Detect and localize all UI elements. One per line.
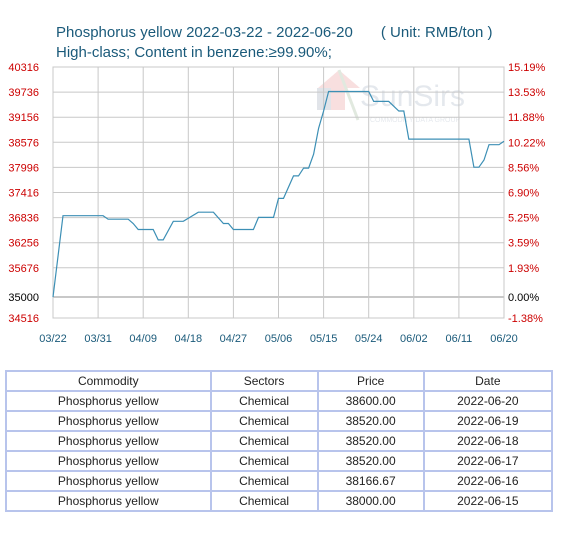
table-row: Phosphorus yellow Chemical 38520.00 2022… [5,450,554,472]
x-tick-label: 03/22 [39,333,67,345]
sunsirs-watermark: SunSirs COMMODITY DATA GROUP [317,69,465,124]
x-tick-label: 06/20 [490,333,518,345]
y-tick-label-right: 15.19% [508,62,546,74]
sector-cell: Chemical [209,390,319,412]
y-tick-label-left: 37996 [8,162,39,174]
col-header-date: Date [422,370,554,392]
commodity-cell: Phosphorus yellow [5,470,212,492]
price-cell: 38600.00 [316,390,425,412]
date-cell: 2022-06-20 [422,390,554,412]
sector-cell: Chemical [209,410,319,432]
price-cell: 38520.00 [316,430,425,452]
col-header-commodity: Commodity [5,370,212,392]
y-tick-label-left: 39736 [8,87,39,99]
price-table: Commodity Sectors Price Date Phosphorus … [5,370,554,512]
y-tick-label-left: 35676 [8,263,39,275]
watermark-brand: SunSirs [360,80,465,113]
y-tick-label-left: 35000 [8,292,39,304]
price-table-header-row: Commodity Sectors Price Date [5,370,554,392]
table-row: Phosphorus yellow Chemical 38600.00 2022… [5,390,554,412]
x-tick-label: 03/31 [84,333,112,345]
x-tick-label: 06/02 [400,333,428,345]
y-tick-label-left: 36256 [8,238,39,250]
y-axis-left: 40316 39736 39156 38576 37996 37416 36836 36256… [8,62,39,325]
x-tick-label: 04/27 [220,333,248,345]
table-row: Phosphorus yellow Chemical 38520.00 2022… [5,410,554,432]
commodity-cell: Phosphorus yellow [5,390,212,412]
price-series [52,90,505,298]
col-header-sectors: Sectors [209,370,319,392]
y-tick-label-left: 37416 [8,188,39,200]
y-tick-label-right: 6.90% [508,188,539,200]
chart-title-text: Phosphorus yellow 2022-03-22 - 2022-06-2… [56,24,353,41]
price-cell: 38520.00 [316,410,425,432]
chart-unit: ( Unit: RMB/ton ) [380,24,493,41]
date-cell: 2022-06-16 [422,470,554,492]
y-tick-label-right: 0.00% [508,292,539,304]
price-series-line [52,90,505,298]
x-tick-label: 06/11 [446,333,473,345]
price-cell: 38166.67 [316,470,425,492]
date-cell: 2022-06-17 [422,450,554,472]
watermark-tagline: COMMODITY DATA GROUP [370,117,461,124]
y-tick-label-left: 39156 [8,112,39,124]
y-tick-label-right: 11.88% [508,112,545,124]
chart-title: Phosphorus yellow 2022-03-22 - 2022-06-2… [56,24,493,41]
table-row: Phosphorus yellow Chemical 38520.00 2022… [5,430,554,452]
commodity-cell: Phosphorus yellow [5,410,212,432]
date-cell: 2022-06-18 [422,430,554,452]
y-tick-label-right: 1.93% [508,263,539,275]
y-tick-label-left: 38576 [8,137,39,149]
y-tick-label-right: -1.38% [508,313,543,325]
x-axis: 03/22 03/31 04/09 04/18 04/27 05/06 05/15 05/24… [39,333,518,345]
y-tick-label-right: 13.53% [508,87,546,99]
sector-cell: Chemical [209,450,319,472]
x-tick-label: 04/18 [175,333,203,345]
price-line-chart: SunSirs COMMODITY DATA GROUP 40316 39736 3… [8,62,546,345]
commodity-cell: Phosphorus yellow [5,490,212,512]
chart-subtitle: High-class; Content in benzene:≥99.90%; [56,44,332,61]
y-tick-label-right: 5.25% [508,213,539,225]
y-axis-right: 15.19% 13.53% 11.88% 10.22% 8.56% 6.90% 5.25% 3… [508,62,546,325]
date-cell: 2022-06-15 [422,490,554,512]
commodity-cell: Phosphorus yellow [5,450,212,472]
price-cell: 38000.00 [316,490,425,512]
sector-cell: Chemical [209,470,319,492]
price-cell: 38520.00 [316,450,425,472]
x-tick-label: 05/15 [310,333,338,345]
x-tick-label: 04/09 [129,333,157,345]
commodity-cell: Phosphorus yellow [5,430,212,452]
sector-cell: Chemical [209,490,319,512]
sector-cell: Chemical [209,430,319,452]
col-header-price: Price [316,370,425,392]
y-tick-label-right: 8.56% [508,162,539,174]
y-tick-label-right: 3.59% [508,238,539,250]
table-row: Phosphorus yellow Chemical 38166.67 2022… [5,470,554,492]
y-tick-label-left: 40316 [8,62,39,74]
x-tick-label: 05/06 [265,333,293,345]
y-tick-label-left: 34516 [8,313,39,325]
table-row: Phosphorus yellow Chemical 38000.00 2022… [5,490,554,512]
x-tick-label: 05/24 [355,333,383,345]
y-tick-label-left: 36836 [8,213,39,225]
y-tick-label-right: 10.22% [508,137,546,149]
date-cell: 2022-06-19 [422,410,554,432]
